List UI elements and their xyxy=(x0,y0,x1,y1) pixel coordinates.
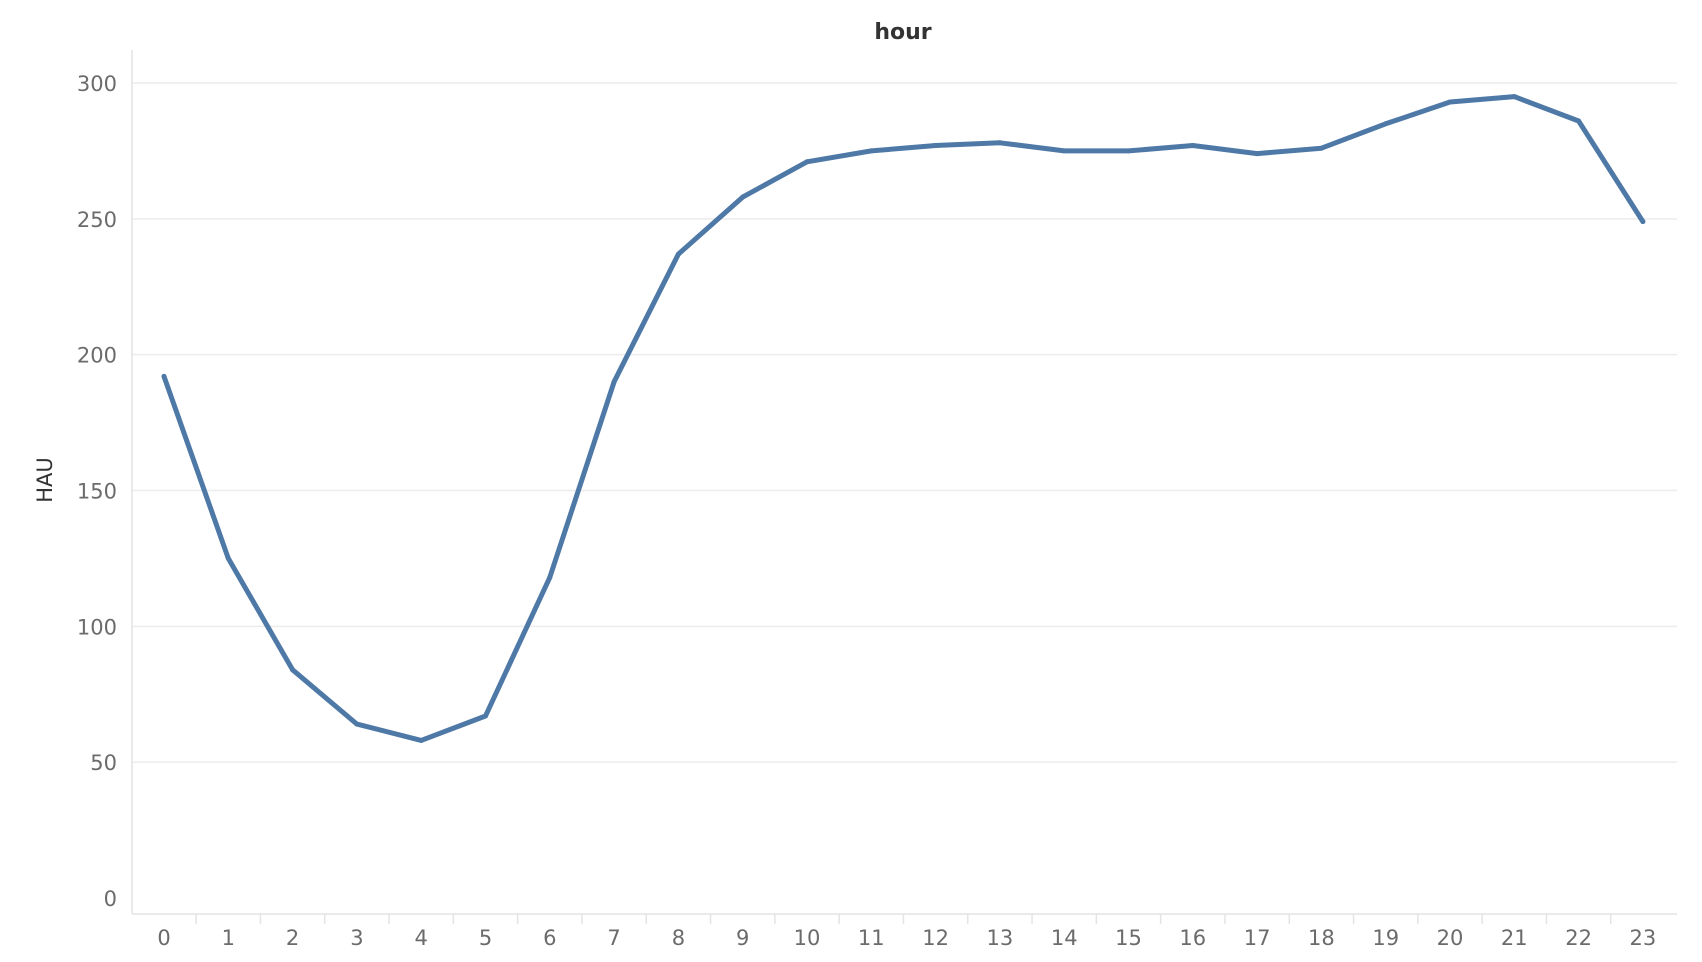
data-point xyxy=(483,713,488,719)
grid-lines xyxy=(132,82,1677,763)
y-tick-label: 300 xyxy=(77,72,117,96)
data-point xyxy=(161,373,167,379)
data-point xyxy=(1383,121,1389,127)
data-point xyxy=(1318,145,1324,151)
y-tick-label: 50 xyxy=(90,751,117,775)
x-tick-label: 11 xyxy=(858,926,885,950)
data-point xyxy=(1640,219,1646,225)
x-tick-label: 18 xyxy=(1308,926,1335,950)
x-tick-label: 6 xyxy=(543,926,556,950)
y-axis-label: HAU xyxy=(33,457,57,503)
data-point xyxy=(868,148,874,154)
series-line-0 xyxy=(161,94,1646,743)
series-lines xyxy=(161,94,1646,743)
y-tick-label: 150 xyxy=(77,480,117,504)
data-point xyxy=(225,555,231,561)
y-tick-label: 0 xyxy=(104,887,117,911)
x-tick-label: 20 xyxy=(1437,926,1464,950)
x-tick-label: 16 xyxy=(1179,926,1206,950)
x-tick-label: 9 xyxy=(736,926,749,950)
y-tick-label: 100 xyxy=(77,615,117,639)
data-point xyxy=(290,667,296,673)
x-tick-label: 8 xyxy=(672,926,685,950)
data-point xyxy=(418,737,424,743)
y-tick-label: 200 xyxy=(77,344,117,368)
x-tick-labels: 0 1 2 3 4 5 6 7 8 9 10 11 12 13 14 15 16 17 18 19 20 21 22 23 xyxy=(157,926,1656,950)
x-tick-label: 17 xyxy=(1244,926,1271,950)
x-tick-label: 10 xyxy=(794,926,821,950)
data-point xyxy=(804,159,810,165)
x-tick-label: 13 xyxy=(987,926,1014,950)
x-tick-label: 22 xyxy=(1565,926,1592,950)
x-tick-label: 14 xyxy=(1051,926,1078,950)
x-tick-label: 4 xyxy=(415,926,428,950)
data-point xyxy=(1447,99,1453,105)
data-point xyxy=(1576,118,1582,124)
data-point xyxy=(611,379,617,385)
x-tick-label: 12 xyxy=(922,926,949,950)
x-tick-label: 23 xyxy=(1630,926,1657,950)
axes xyxy=(131,50,1677,924)
x-tick-label: 1 xyxy=(222,926,235,950)
data-point xyxy=(1254,151,1260,157)
x-tick-label: 21 xyxy=(1501,926,1528,950)
data-point xyxy=(354,721,360,727)
y-tick-label: 250 xyxy=(77,208,117,232)
x-tick-label: 15 xyxy=(1115,926,1142,950)
data-point xyxy=(1190,142,1196,148)
data-point xyxy=(1126,148,1131,154)
data-point xyxy=(547,574,553,580)
x-tick-label: 19 xyxy=(1372,926,1399,950)
data-point xyxy=(1511,94,1517,100)
data-point xyxy=(997,140,1003,146)
data-point xyxy=(1061,148,1067,154)
data-point xyxy=(933,142,939,148)
x-tick-label: 3 xyxy=(350,926,363,950)
x-tick-label: 0 xyxy=(157,926,170,950)
data-point xyxy=(675,251,681,257)
y-tick-labels: 0 50 100 150 200 250 300 xyxy=(77,72,117,911)
x-tick-label: 2 xyxy=(286,926,299,950)
x-tick-label: 7 xyxy=(607,926,620,950)
chart-title: hour xyxy=(874,20,931,45)
x-tick-label: 5 xyxy=(479,926,492,950)
data-point xyxy=(740,194,746,200)
